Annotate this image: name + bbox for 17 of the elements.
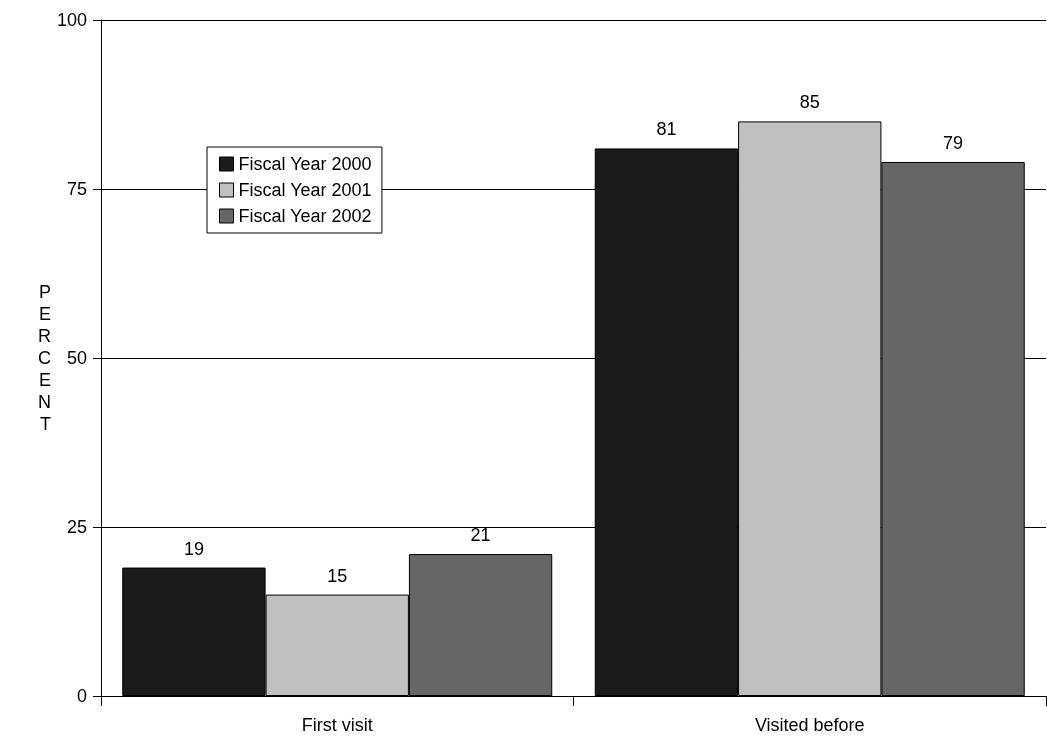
legend-label: Fiscal Year 2001 xyxy=(238,180,372,200)
y-tick-label: 25 xyxy=(66,517,87,537)
x-tick-label: Visited before xyxy=(754,715,865,735)
y-tick-label: 0 xyxy=(76,686,87,706)
y-tick-label: 75 xyxy=(66,179,87,199)
data-label: 81 xyxy=(656,119,677,140)
data-label: 15 xyxy=(327,565,348,586)
data-label: 21 xyxy=(470,525,491,546)
y-tick-label: 100 xyxy=(56,10,87,30)
legend-label: Fiscal Year 2000 xyxy=(238,154,372,174)
x-tick-label: First visit xyxy=(301,715,373,735)
y-axis-title: PERCENT xyxy=(38,282,51,434)
data-label: 85 xyxy=(799,92,820,113)
y-tick-label: 50 xyxy=(66,348,87,368)
data-label: 79 xyxy=(943,132,964,153)
data-label: 19 xyxy=(183,538,204,559)
legend-label: Fiscal Year 2002 xyxy=(238,206,372,226)
